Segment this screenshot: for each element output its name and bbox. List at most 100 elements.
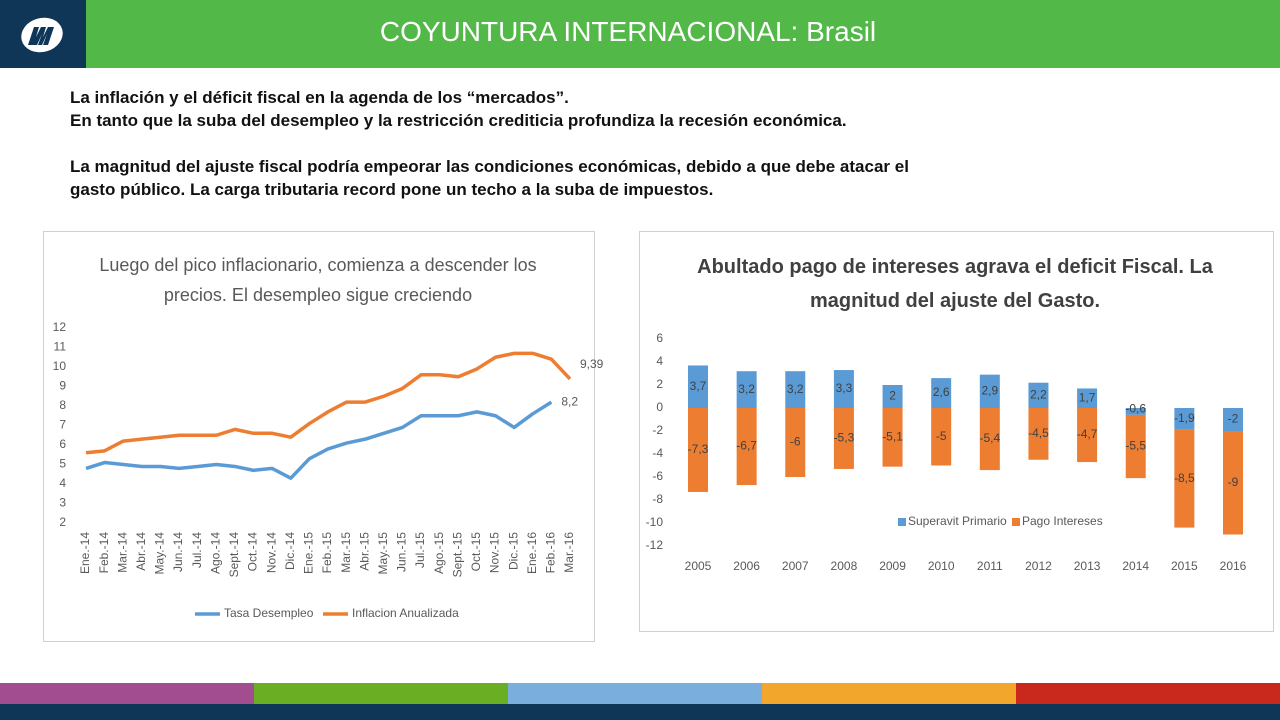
bar [979, 408, 1000, 471]
bar [1125, 414, 1146, 479]
x-tick-label: Abr.-15 [357, 532, 371, 571]
x-tick-label: 2010 [928, 559, 955, 573]
x-tick-label: Dic.-15 [506, 532, 520, 570]
data-label: 2 [889, 389, 896, 403]
body-line: En tanto que la suba del desempleo y la … [70, 111, 847, 130]
footer-stripe [762, 683, 1016, 704]
y-tick-label: 3 [59, 496, 66, 510]
x-tick-label: 2007 [782, 559, 809, 573]
data-label: -5,5 [1125, 439, 1146, 453]
data-label: 8,2 [561, 394, 578, 408]
x-tick-label: Ene.-16 [525, 532, 539, 574]
footer-stripe [1016, 683, 1280, 704]
x-tick-label: 2013 [1074, 559, 1101, 573]
x-tick-label: Ene.-14 [78, 532, 92, 574]
bar [1028, 382, 1049, 408]
x-tick-label: Mar.-14 [115, 532, 129, 573]
x-tick-label: May.-15 [376, 532, 390, 575]
x-tick-label: Sept.-15 [450, 532, 464, 578]
data-label: 9,39 [580, 357, 604, 371]
x-tick-label: Feb.-15 [320, 532, 334, 574]
y-tick-label: 11 [54, 340, 67, 354]
x-tick-label: 2009 [879, 559, 906, 573]
x-tick-label: Nov.-14 [264, 532, 278, 573]
bar [882, 385, 903, 408]
bar [1077, 408, 1098, 463]
x-tick-label: 2014 [1122, 559, 1149, 573]
footer-stripe [508, 683, 762, 704]
x-tick-label: 2016 [1220, 559, 1247, 573]
bar [1174, 408, 1195, 430]
footer-bar [0, 704, 1280, 720]
body-line: La inflación y el déficit fiscal en la a… [70, 88, 569, 107]
x-tick-label: Abr.-14 [134, 532, 148, 571]
data-label: 2,6 [933, 385, 950, 399]
x-tick-label: Mar.-16 [562, 532, 576, 573]
y-tick-label: -2 [652, 423, 663, 437]
x-tick-label: 2005 [685, 559, 712, 573]
y-tick-label: 10 [53, 359, 67, 373]
bar [736, 371, 757, 408]
data-label: -1,9 [1174, 411, 1195, 425]
legend-label: Tasa Desempleo [224, 606, 314, 620]
bar [785, 371, 806, 408]
x-tick-label: 2015 [1171, 559, 1198, 573]
chart-frame [639, 231, 1274, 632]
data-label: -4,7 [1077, 427, 1098, 441]
legend-label: Pago Intereses [1022, 514, 1103, 528]
data-label: 1,7 [1079, 390, 1096, 404]
bar [833, 408, 854, 469]
logo [0, 0, 86, 68]
body-line: La magnitud del ajuste fiscal podría emp… [70, 157, 909, 176]
y-tick-label: -4 [652, 446, 663, 460]
y-tick-label: 2 [656, 377, 663, 391]
x-tick-label: 2011 [977, 559, 1003, 573]
data-label: 3,2 [787, 382, 804, 396]
legend-label: Inflacion Anualizada [352, 606, 459, 620]
data-label: -6,7 [736, 439, 757, 453]
bar [833, 370, 854, 408]
bar [1223, 431, 1243, 535]
legend-swatch [898, 518, 906, 526]
x-tick-label: Nov.-15 [488, 532, 502, 573]
x-tick-label: Ago.-14 [208, 532, 222, 574]
y-tick-label: 7 [59, 418, 66, 432]
data-label: 2,2 [1030, 388, 1047, 402]
x-tick-label: Jul.-15 [413, 532, 427, 568]
logo-icon [21, 17, 63, 53]
y-tick-label: 9 [59, 379, 66, 393]
x-tick-label: Jul.-14 [190, 532, 204, 568]
x-tick-label: Oct.-14 [246, 532, 260, 572]
header-bar [0, 0, 1280, 68]
x-tick-label: Mar.-15 [339, 532, 353, 573]
line-series [85, 400, 553, 480]
data-label: 3,2 [738, 382, 755, 396]
bar [931, 408, 952, 466]
bar [785, 408, 806, 477]
data-label: -9 [1228, 475, 1239, 489]
bar [688, 408, 708, 492]
bar [688, 365, 708, 408]
bar [979, 374, 1000, 408]
y-tick-label: -6 [652, 469, 663, 483]
x-tick-label: Dic.-14 [283, 532, 297, 570]
bar [1223, 408, 1243, 431]
bar [736, 408, 757, 486]
y-tick-label: -10 [646, 515, 664, 529]
y-tick-label: 6 [59, 437, 66, 451]
data-label: 3,3 [836, 381, 853, 395]
data-label: -5,4 [979, 431, 1000, 445]
y-tick-label: 4 [656, 354, 663, 368]
y-tick-label: -12 [646, 538, 664, 552]
y-tick-label: -8 [652, 492, 663, 506]
data-label: -2 [1228, 412, 1239, 426]
legend-label: Superavit Primario [908, 514, 1007, 528]
bar [1028, 408, 1049, 460]
header-title: COYUNTURA INTERNACIONAL: Brasil [379, 16, 877, 47]
footer-stripe [254, 683, 508, 704]
data-label: -5 [936, 429, 947, 443]
chart-title: Abultado pago de intereses agrava el def… [697, 256, 1213, 312]
x-tick-label: Feb.-16 [544, 532, 558, 574]
